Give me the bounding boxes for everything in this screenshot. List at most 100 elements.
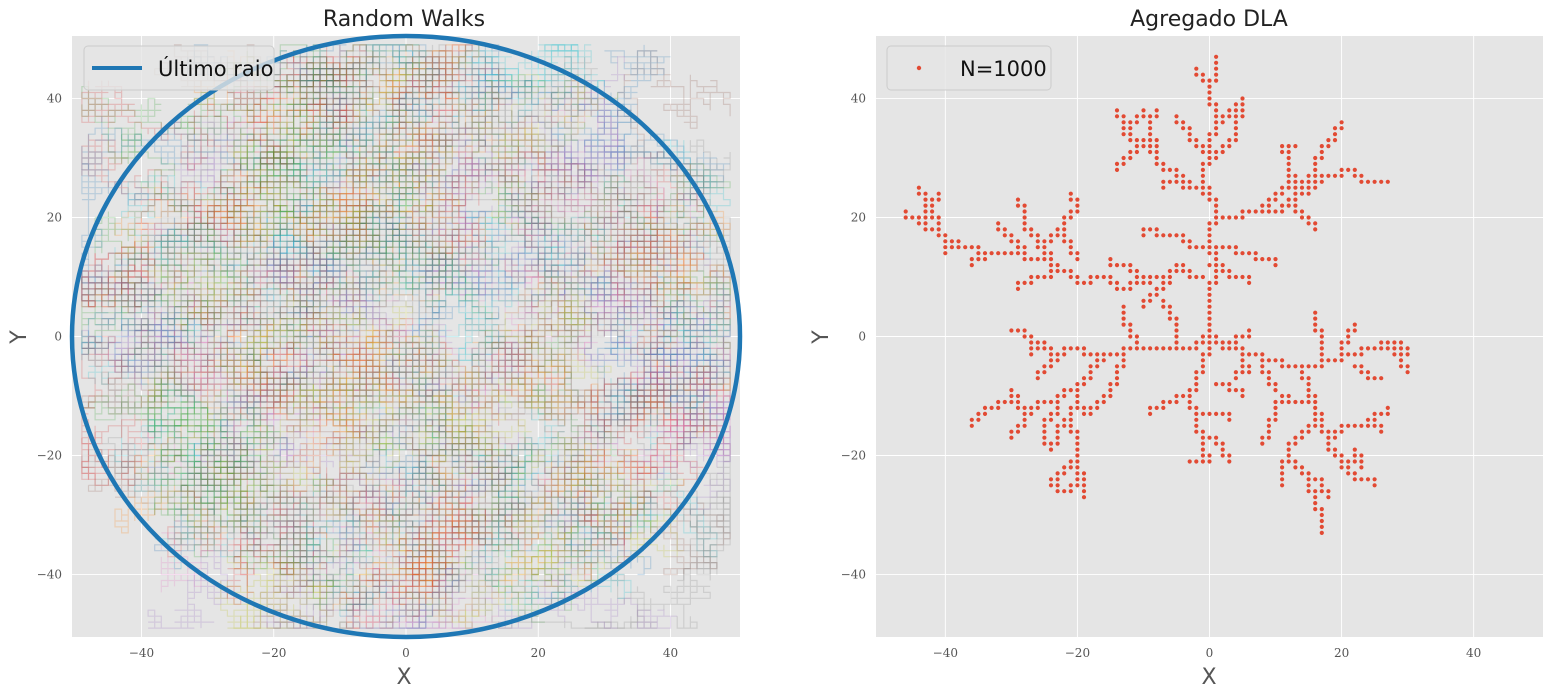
- random-walk-path: [524, 437, 731, 575]
- aggregate-point: [1346, 352, 1351, 357]
- aggregate-point: [1181, 185, 1186, 190]
- random-walk-path: [439, 193, 572, 284]
- aggregate-point: [1352, 173, 1357, 178]
- aggregate-point: [1233, 376, 1238, 381]
- random-walk-path: [584, 199, 705, 271]
- random-walk-path: [180, 335, 242, 408]
- random-walk-path: [160, 205, 314, 296]
- x-tick-label: −20: [261, 646, 286, 660]
- legend-box: [886, 45, 1052, 91]
- random-walk-path: [207, 133, 308, 230]
- random-walk-path: [233, 157, 347, 242]
- random-walk-path: [365, 199, 512, 272]
- random-walk-path: [498, 300, 612, 408]
- aggregate-point: [1352, 328, 1357, 333]
- aggregate-point: [1121, 155, 1126, 161]
- random-walk-path: [87, 454, 222, 516]
- random-walk-path: [531, 139, 645, 218]
- aggregate-point: [1214, 251, 1219, 256]
- aggregate-point: [1299, 376, 1305, 381]
- aggregate-point: [1286, 447, 1291, 452]
- aggregate-point: [1062, 221, 1067, 226]
- aggregate-point: [1200, 358, 1205, 363]
- aggregate-point: [1029, 346, 1034, 351]
- aggregate-point: [1233, 114, 1238, 119]
- random-walk-path: [187, 264, 320, 343]
- aggregate-point: [903, 209, 908, 214]
- random-walk-path: [332, 104, 473, 236]
- aggregate-point: [1286, 203, 1291, 208]
- aggregate-point: [1055, 393, 1060, 399]
- aggregate-point: [1148, 144, 1153, 149]
- aggregate-point: [1055, 423, 1060, 428]
- aggregate-point: [1187, 245, 1192, 250]
- random-walk-path: [452, 133, 592, 308]
- random-walk-path: [584, 437, 704, 582]
- aggregate-point: [1002, 399, 1007, 405]
- aggregate-point: [1313, 501, 1318, 506]
- aggregate-point: [1075, 251, 1080, 256]
- random-walk-path: [558, 163, 697, 266]
- aggregate-point: [1207, 191, 1212, 196]
- random-walk-path: [273, 235, 460, 331]
- aggregate-point: [1009, 388, 1014, 393]
- aggregate-point: [1273, 411, 1278, 416]
- aggregate-point: [1319, 340, 1324, 345]
- aggregate-point: [1273, 382, 1278, 387]
- legend: Último raio: [83, 45, 275, 91]
- x-tick-label: 40: [1466, 646, 1481, 660]
- aggregate-point: [1266, 382, 1271, 387]
- aggregate-point: [1326, 495, 1331, 500]
- aggregate-point: [1293, 399, 1298, 405]
- random-walk-path: [650, 139, 731, 254]
- aggregate-point: [1128, 286, 1133, 291]
- random-walk-path: [392, 282, 500, 373]
- random-walk-path: [617, 365, 731, 480]
- random-walk-path: [226, 556, 334, 629]
- random-walk-path: [603, 222, 717, 266]
- aggregate-point: [1154, 346, 1159, 351]
- aggregate-point: [1379, 340, 1384, 345]
- aggregate-point: [1042, 423, 1047, 428]
- aggregate-point: [1280, 465, 1285, 470]
- random-walk-path: [385, 187, 480, 307]
- aggregate-point: [916, 221, 922, 226]
- aggregate-point: [976, 251, 981, 256]
- random-walk-path: [372, 234, 467, 313]
- aggregate-point: [1313, 185, 1318, 190]
- aggregate-point: [976, 257, 981, 262]
- random-walk-path: [339, 515, 434, 617]
- random-walk-path: [293, 133, 387, 230]
- random-walk-path: [220, 80, 275, 152]
- aggregate-point: [1398, 364, 1404, 369]
- aggregate-point: [1174, 167, 1179, 172]
- aggregate-point: [1095, 405, 1100, 410]
- aggregate-point: [1266, 423, 1271, 428]
- random-walk-path: [359, 193, 467, 248]
- aggregate-point: [1022, 334, 1027, 339]
- aggregate-point: [1306, 483, 1311, 488]
- aggregate-point: [1233, 120, 1238, 125]
- aggregate-point: [1207, 286, 1212, 291]
- random-walk-path: [392, 50, 466, 123]
- x-tick-label: 0: [1206, 646, 1214, 660]
- aggregate-point: [1398, 340, 1404, 345]
- aggregate-point: [1280, 209, 1285, 214]
- aggregate-point: [1332, 453, 1338, 458]
- random-walk-path: [372, 127, 473, 206]
- aggregate-point: [1313, 393, 1318, 399]
- aggregate-point: [1207, 316, 1212, 321]
- aggregate-point: [1154, 138, 1159, 143]
- aggregate-point: [1009, 239, 1014, 244]
- aggregate-point: [1365, 346, 1371, 351]
- aggregate-point: [1306, 364, 1311, 369]
- aggregate-point: [1339, 358, 1344, 363]
- aggregate-point: [1332, 429, 1338, 434]
- aggregate-point: [1214, 102, 1219, 107]
- aggregate-point: [1346, 459, 1351, 464]
- random-walk-path: [180, 175, 255, 248]
- aggregate-point: [1081, 346, 1087, 351]
- random-walk-path: [399, 514, 480, 611]
- random-walk-path: [425, 479, 546, 576]
- aggregate-point: [1207, 352, 1212, 357]
